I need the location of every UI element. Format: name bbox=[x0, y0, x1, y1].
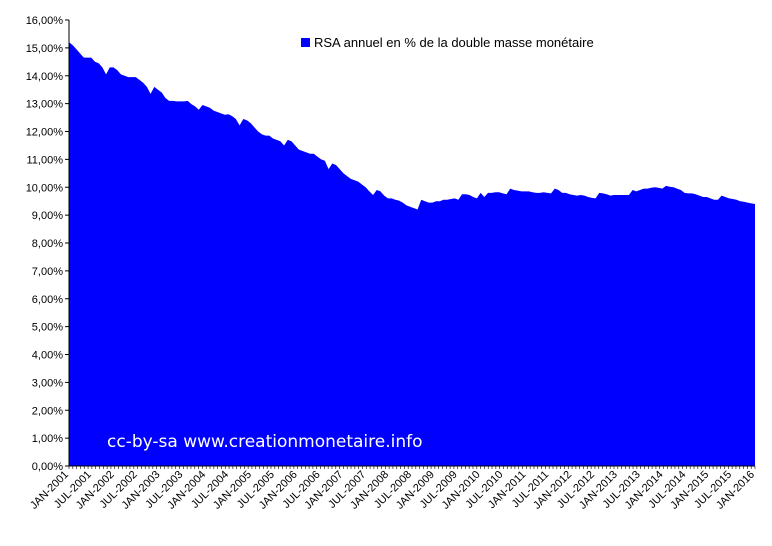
y-tick-label: 11,00% bbox=[27, 154, 64, 166]
y-tick-label: 5,00% bbox=[32, 322, 63, 334]
legend-swatch bbox=[301, 38, 310, 47]
y-tick-label: 10,00% bbox=[26, 182, 64, 194]
y-tick-label: 6,00% bbox=[32, 294, 63, 306]
y-tick-label: 3,00% bbox=[32, 377, 63, 389]
watermark-annotation: cc-by-sa www.creationmonetaire.info bbox=[107, 432, 423, 452]
y-tick-label: 0,00% bbox=[32, 461, 63, 473]
axes bbox=[65, 19, 756, 469]
plot-area bbox=[69, 42, 755, 467]
y-tick-label: 1,00% bbox=[32, 433, 63, 445]
y-tick-label: 12,00% bbox=[26, 127, 64, 139]
y-tick-label: 16,00% bbox=[26, 15, 64, 27]
y-tick-label: 2,00% bbox=[32, 405, 63, 417]
legend-label: RSA annuel en % de la double masse monét… bbox=[314, 35, 594, 50]
y-tick-label: 13,00% bbox=[26, 99, 64, 111]
y-tick-label: 7,00% bbox=[32, 266, 63, 278]
x-axis-tick-labels: JAN-2001JUL-2001JAN-2002JUL-2002JAN-2003… bbox=[28, 469, 757, 512]
y-tick-label: 14,00% bbox=[26, 71, 64, 83]
y-tick-label: 9,00% bbox=[32, 210, 63, 222]
y-tick-label: 15,00% bbox=[26, 43, 64, 55]
y-axis-tick-labels: 0,00% 1,00% 2,00% 3,00% 4,00% 5,00% 6,00% 7,00%… bbox=[26, 15, 64, 473]
legend: RSA annuel en % de la double masse monét… bbox=[301, 35, 594, 50]
series-area-rsa bbox=[69, 42, 755, 467]
y-tick-label: 8,00% bbox=[32, 238, 63, 250]
y-tick-label: 4,00% bbox=[32, 350, 63, 362]
